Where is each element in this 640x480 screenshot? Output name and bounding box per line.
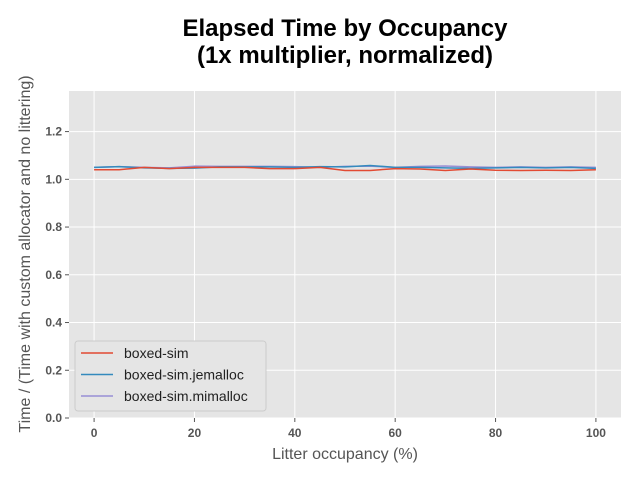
legend-label-boxed-sim-jemalloc: boxed-sim.jemalloc [124, 367, 244, 383]
x-tick-label: 20 [188, 426, 202, 440]
tick-labels: 0 20 40 60 80 100 0.0 0.2 0.4 0.6 0.8 1.0 1.2 [45, 125, 606, 440]
y-axis-label: Time / (Time with custom allocator and n… [17, 75, 34, 432]
x-axis-label: Litter occupancy (%) [272, 446, 418, 463]
x-tick-label: 100 [586, 426, 606, 440]
chart-title-line-2: (1x multiplier, normalized) [197, 42, 493, 69]
series-line-boxed-sim [94, 166, 596, 172]
y-tick-label: 0.4 [45, 316, 62, 330]
legend-label-boxed-sim: boxed-sim [124, 345, 189, 361]
y-tick-label: 0.8 [45, 220, 62, 234]
chart-title-line-1: Elapsed Time by Occupancy [182, 15, 508, 42]
y-tick-label: 0.0 [45, 411, 62, 425]
legend-box [74, 340, 267, 412]
series-lines [94, 164, 596, 172]
x-tick-label: 0 [91, 426, 98, 440]
y-tick-label: 1.2 [45, 125, 62, 139]
y-tick-label: 1.0 [45, 172, 62, 186]
x-tick-label: 40 [288, 426, 302, 440]
y-tick-label: 0.6 [45, 268, 62, 282]
y-tick-label: 0.2 [45, 363, 62, 377]
legend: boxed-sim boxed-sim.jemalloc boxed-sim.mim… [74, 340, 267, 412]
x-tick-label: 60 [389, 426, 403, 440]
x-tick-label: 80 [489, 426, 503, 440]
legend-label-boxed-sim-mimalloc: boxed-sim.mimalloc [124, 388, 248, 404]
